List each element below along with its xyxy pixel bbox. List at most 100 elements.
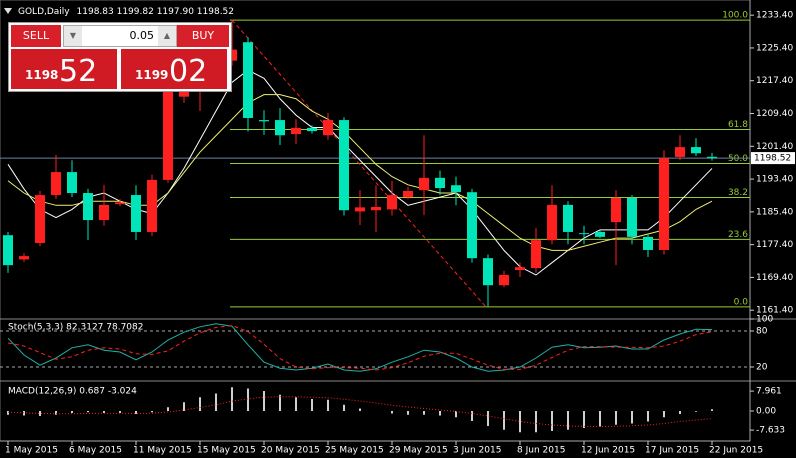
bid-box[interactable]: 1198 52 bbox=[11, 49, 117, 89]
fib-label: 23.6 bbox=[728, 230, 748, 240]
candle-body bbox=[339, 120, 349, 211]
candle-body bbox=[403, 190, 413, 198]
candle-body bbox=[83, 193, 93, 221]
x-tick-label: 1 May 2015 bbox=[5, 446, 58, 456]
quote-open: 1198.83 bbox=[77, 7, 114, 17]
y-tick-label: 1185.40 bbox=[756, 207, 793, 217]
candle-body bbox=[531, 240, 541, 269]
fib-label: 50.0 bbox=[728, 154, 748, 164]
candle-body bbox=[467, 192, 477, 259]
lot-input[interactable]: ▼ 0.05 ▲ bbox=[63, 25, 177, 47]
x-tick-label: 6 May 2015 bbox=[69, 446, 122, 456]
indicator-line bbox=[7, 325, 713, 371]
fib-label: 0.0 bbox=[734, 297, 749, 307]
y-tick-label: 100 bbox=[756, 315, 773, 325]
y-tick-label: 1217.40 bbox=[756, 76, 793, 86]
x-tick-label: 20 May 2015 bbox=[261, 446, 320, 456]
quote-close: 1198.52 bbox=[197, 7, 234, 17]
x-tick-label: 11 May 2015 bbox=[133, 446, 192, 456]
x-tick-label: 17 Jun 2015 bbox=[645, 446, 699, 456]
candle-body bbox=[563, 204, 573, 232]
candle-body bbox=[323, 120, 333, 136]
lot-down[interactable]: ▼ bbox=[64, 26, 82, 46]
candle-body bbox=[611, 197, 621, 223]
x-tick-label: 8 Jun 2015 bbox=[517, 446, 565, 456]
candle-body bbox=[659, 158, 669, 250]
symbol-icon bbox=[4, 8, 12, 14]
y-tick-label: 1233.40 bbox=[756, 11, 793, 21]
candle-body bbox=[147, 179, 157, 232]
y-tick-label: 1201.40 bbox=[756, 142, 793, 152]
y-tick-label: 1193.40 bbox=[756, 175, 793, 185]
y-tick-label: 1161.40 bbox=[756, 306, 793, 316]
candle-body bbox=[227, 49, 237, 61]
buy-button[interactable]: BUY bbox=[177, 25, 229, 47]
candle-body bbox=[595, 231, 605, 237]
candle-body bbox=[131, 195, 141, 232]
price-label-box bbox=[751, 152, 795, 165]
bid-big: 52 bbox=[59, 54, 98, 89]
candle-body bbox=[435, 177, 445, 189]
y-tick-label: -7.633 bbox=[756, 426, 785, 436]
candle-body bbox=[67, 172, 77, 194]
indicator-line bbox=[7, 323, 713, 372]
candle-body bbox=[259, 120, 269, 122]
candle-body bbox=[707, 156, 717, 159]
moving-average bbox=[7, 69, 713, 276]
candle-body bbox=[163, 90, 173, 180]
candle-body bbox=[387, 195, 397, 210]
fib-label: 100.0 bbox=[722, 11, 748, 21]
candle-body bbox=[419, 177, 429, 191]
candle-body bbox=[371, 206, 381, 211]
y-tick-label: 7.961 bbox=[756, 387, 782, 397]
x-tick-label: 3 Jun 2015 bbox=[453, 446, 501, 456]
y-tick-label: 0.00 bbox=[756, 407, 776, 417]
ask-box[interactable]: 1199 02 bbox=[121, 49, 227, 89]
candle-body bbox=[99, 204, 109, 221]
candle-body bbox=[35, 195, 45, 244]
candle-body bbox=[547, 204, 557, 241]
candle-body bbox=[307, 127, 317, 132]
candle-body bbox=[579, 233, 589, 235]
signal-line bbox=[7, 396, 713, 427]
sell-button[interactable]: SELL bbox=[11, 25, 61, 47]
candle-body bbox=[691, 147, 701, 154]
candle-body bbox=[275, 120, 285, 136]
candle-body bbox=[499, 274, 509, 286]
y-tick-label: 1209.40 bbox=[756, 109, 793, 119]
candle-body bbox=[179, 89, 189, 97]
trade-panel: SELL ▼ 0.05 ▲ BUY 1198 52 1199 02 bbox=[8, 22, 232, 92]
x-tick-label: 29 May 2015 bbox=[389, 446, 448, 456]
lot-up[interactable]: ▲ bbox=[158, 26, 176, 46]
lot-value: 0.05 bbox=[129, 29, 155, 42]
candle-body bbox=[3, 235, 13, 266]
fib-label: 61.8 bbox=[728, 120, 748, 130]
moving-average bbox=[7, 94, 713, 251]
candle-body bbox=[483, 258, 493, 286]
y-tick-label: 20 bbox=[756, 363, 768, 373]
x-tick-label: 15 May 2015 bbox=[197, 446, 256, 456]
x-tick-label: 22 Jun 2015 bbox=[709, 446, 763, 456]
y-tick-label: 1169.40 bbox=[756, 273, 793, 283]
bid-prefix: 1198 bbox=[25, 68, 59, 82]
macd-title: MACD(12,26,9) 0.687 -3.024 bbox=[8, 387, 137, 397]
candle-body bbox=[643, 236, 653, 250]
symbol: GOLD,Daily bbox=[18, 7, 70, 17]
candle-body bbox=[515, 267, 525, 271]
ask-big: 02 bbox=[169, 54, 208, 89]
x-tick-label: 12 Jun 2015 bbox=[581, 446, 635, 456]
candle-body bbox=[243, 42, 253, 119]
fib-trendline bbox=[231, 19, 487, 308]
y-tick-label: 1177.40 bbox=[756, 240, 793, 250]
y-tick-label: 1225.40 bbox=[756, 43, 793, 53]
quote-high: 1199.82 bbox=[117, 7, 154, 17]
ask-prefix: 1199 bbox=[135, 68, 169, 82]
fib-label: 38.2 bbox=[728, 188, 748, 198]
candle-body bbox=[451, 185, 461, 193]
stoch-title: Stoch(5,3,3) 82.3127 78.7082 bbox=[8, 323, 143, 333]
x-tick-label: 25 May 2015 bbox=[325, 446, 384, 456]
candle-body bbox=[675, 147, 685, 157]
candle-body bbox=[115, 202, 125, 205]
